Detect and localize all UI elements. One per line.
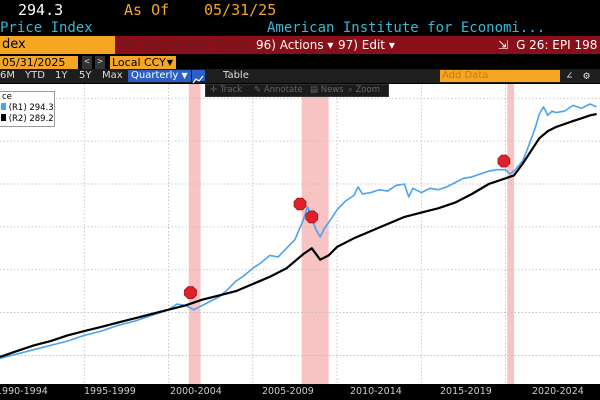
- zoom-tool[interactable]: ⌕ Zoom: [348, 85, 380, 95]
- news-icon: ▤: [310, 85, 319, 95]
- chevron-down-icon: ▼: [181, 71, 188, 80]
- legend-r2-swatch: [1, 114, 6, 121]
- chart-id: G 26: EPI 198: [516, 38, 598, 52]
- legend-r1-swatch: [1, 103, 6, 110]
- as-of-label: As Of: [124, 1, 170, 19]
- legend-r1: (R1) 294.3: [1, 103, 54, 113]
- legend-title: ce: [2, 92, 12, 102]
- recession-band: [188, 84, 201, 384]
- date-next-button[interactable]: >: [95, 56, 105, 69]
- chart-tools-bar: ✛ Track ✎ Annotate ▤ News ⌕ Zoom: [205, 84, 389, 97]
- chart-legend: ce (R1) 294.3 (R2) 289.2: [0, 91, 55, 127]
- event-marker-icon: [184, 286, 197, 299]
- track-tool[interactable]: ✛ Track: [210, 85, 243, 95]
- as-of-date: 05/31/25: [204, 1, 277, 19]
- period-5y[interactable]: 5Y: [79, 70, 92, 81]
- x-tick-label: 2020-2024: [532, 386, 584, 397]
- period-6m[interactable]: 6M: [0, 70, 15, 81]
- period-max[interactable]: Max: [102, 70, 123, 81]
- x-axis: 1990-1994 1995-1999 2000-2004 2005-2009 …: [0, 384, 600, 400]
- recession-band: [301, 84, 329, 384]
- export-icon[interactable]: ⇲: [498, 38, 509, 52]
- edit-menu[interactable]: 97) Edit ▾: [338, 38, 395, 52]
- legend-r2: (R2) 289.2: [1, 114, 54, 124]
- event-marker-icon: [497, 154, 511, 168]
- add-data-input[interactable]: Add Data: [440, 70, 560, 82]
- draw-icon[interactable]: ∠: [566, 69, 573, 82]
- suggested-charts-menu[interactable]: 96) Suggested Charts ▾: [121, 38, 262, 52]
- date-row: 05/31/2025 < > Local CCY ▼: [0, 54, 600, 70]
- pencil-icon: ✎: [254, 85, 262, 95]
- chart-plot[interactable]: [0, 84, 600, 384]
- recession-band: [507, 84, 515, 384]
- x-tick-label: 2005-2009: [262, 386, 314, 397]
- annotate-tool[interactable]: ✎ Annotate: [254, 85, 303, 95]
- source-name: American Institute for Economi...: [267, 20, 546, 36]
- news-tool[interactable]: ▤ News: [310, 85, 344, 95]
- frequency-value: Quarterly: [131, 70, 179, 81]
- period-ytd[interactable]: YTD: [25, 70, 45, 81]
- index-tab[interactable]: dex: [0, 36, 115, 54]
- actions-menu[interactable]: 96) Actions ▾: [256, 38, 334, 52]
- last-value: 294.3: [18, 1, 64, 19]
- toolbar: dex 96) Suggested Charts ▾ 96) Actions ▾…: [0, 36, 600, 54]
- period-row: 6M YTD 1Y 5Y Max Quarterly ▼ Table Add D…: [0, 69, 600, 96]
- currency-value: Local CCY: [112, 56, 166, 69]
- period-1y[interactable]: 1Y: [55, 70, 68, 81]
- currency-select[interactable]: Local CCY ▼: [110, 56, 176, 69]
- line-chart: [0, 84, 600, 384]
- security-title: Price Index: [0, 20, 93, 36]
- table-button[interactable]: Table: [223, 70, 249, 81]
- x-tick-label: 1995-1999: [84, 386, 136, 397]
- x-tick-label: 1990-1994: [0, 386, 48, 397]
- line-chart-icon[interactable]: [192, 70, 205, 84]
- date-prev-button[interactable]: <: [82, 56, 92, 69]
- chevron-down-icon: ▼: [166, 58, 173, 67]
- event-marker-icon: [305, 210, 319, 224]
- end-date-input[interactable]: 05/31/2025: [0, 56, 78, 69]
- zoom-icon: ⌕: [348, 85, 353, 95]
- x-tick-label: 2015-2019: [440, 386, 492, 397]
- x-tick-label: 2000-2004: [170, 386, 222, 397]
- series-line-r1: [0, 103, 597, 360]
- event-marker-icon: [293, 197, 307, 211]
- frequency-select[interactable]: Quarterly ▼: [128, 70, 191, 82]
- crosshair-icon: ✛: [210, 85, 218, 95]
- x-tick-label: 2010-2014: [350, 386, 402, 397]
- settings-icon[interactable]: ⚙: [583, 69, 590, 82]
- series-line-r2: [0, 112, 597, 358]
- chart-id-label[interactable]: ⇲ G 26: EPI 198: [498, 36, 597, 54]
